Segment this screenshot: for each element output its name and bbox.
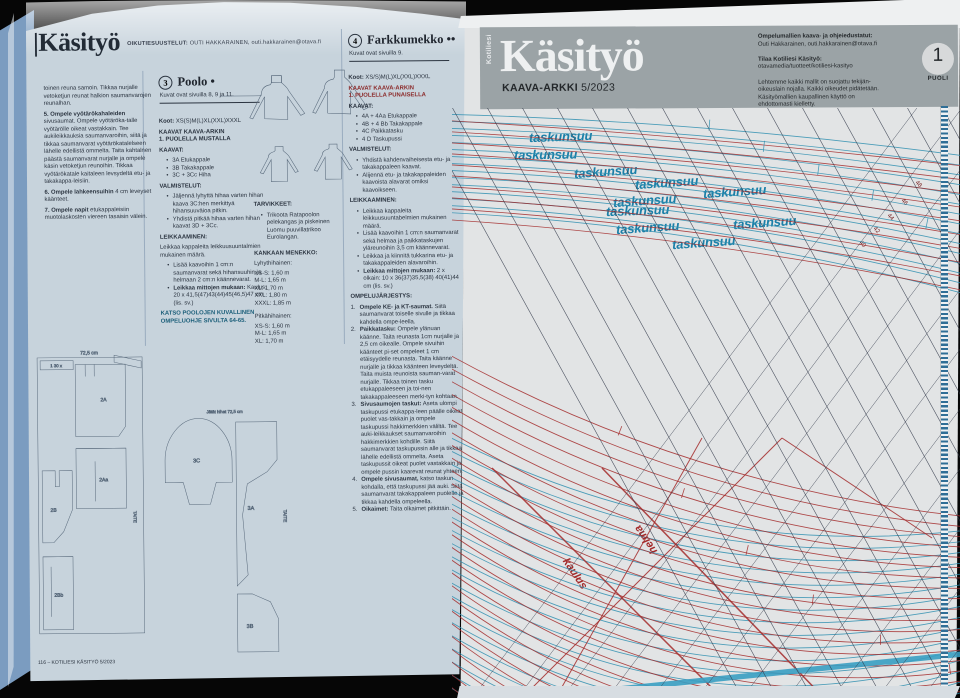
svg-text:2A: 2A — [100, 397, 107, 403]
svg-text:TAITE: TAITE — [283, 510, 288, 523]
svg-text:3B: 3B — [247, 624, 254, 630]
svg-text:72,5 cm: 72,5 cm — [80, 350, 98, 356]
svg-text:2Aa: 2Aa — [99, 477, 108, 483]
svg-text:1 30 x: 1 30 x — [50, 363, 63, 368]
svg-text:Jätät hihat 72,5 cm: Jätät hihat 72,5 cm — [206, 409, 243, 414]
svg-text:2Bb: 2Bb — [54, 593, 63, 599]
svg-text:3A: 3A — [247, 506, 254, 512]
svg-text:3C: 3C — [193, 458, 200, 464]
svg-text:TAITE: TAITE — [133, 511, 138, 523]
svg-text:2B: 2B — [51, 508, 58, 514]
